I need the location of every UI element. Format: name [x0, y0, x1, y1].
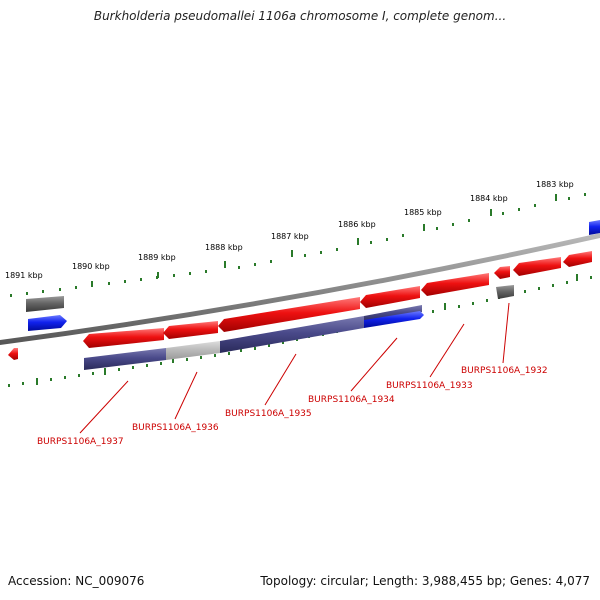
gene-label-1936: BURPS1106A_1936	[132, 423, 219, 433]
map-title: Burkholderia pseudomallei 1106a chromoso…	[93, 9, 507, 23]
reverse-strand-features	[84, 305, 424, 370]
gene-arrow[interactable]	[494, 266, 510, 279]
upper-scale-ticks	[10, 193, 586, 297]
gene-arrow[interactable]	[364, 311, 424, 328]
scale-label-1885: 1885 kbp	[404, 208, 442, 217]
gene-arrow[interactable]	[28, 315, 67, 331]
genome-backbone	[0, 233, 600, 345]
gene-arrow[interactable]	[360, 286, 420, 308]
gene-label-1934: BURPS1106A_1934	[308, 395, 395, 405]
forward-strand-features	[8, 220, 600, 360]
gene-arrow[interactable]	[589, 220, 600, 235]
gene-label-leaders	[79, 302, 510, 434]
gene-arrow[interactable]	[563, 251, 592, 267]
scale-label-1887: 1887 kbp	[271, 232, 309, 241]
topology-text: Topology: circular; Length: 3,988,455 bp…	[260, 574, 590, 588]
gene-label-1935: BURPS1106A_1935	[225, 409, 312, 419]
gene-arrow[interactable]	[513, 257, 561, 276]
gene-arrow[interactable]	[84, 348, 166, 370]
scale-label-1886: 1886 kbp	[338, 220, 376, 229]
scale-label-1884: 1884 kbp	[470, 194, 508, 203]
gene-arrow[interactable]	[421, 273, 489, 296]
gene-arrow[interactable]	[26, 296, 64, 312]
gene-label-1933: BURPS1106A_1933	[386, 381, 473, 391]
scale-label-1883: 1883 kbp	[536, 180, 574, 189]
gene-arrow[interactable]	[8, 348, 18, 360]
gene-label-1937: BURPS1106A_1937	[37, 437, 124, 447]
accession-text: Accession: NC_009076	[8, 574, 145, 588]
scale-label-1889: 1889 kbp	[138, 253, 176, 262]
gene-label-1932: BURPS1106A_1932	[461, 366, 548, 376]
scale-label-1890: 1890 kbp	[72, 262, 110, 271]
gene-arrow[interactable]	[220, 316, 364, 353]
gene-arrow[interactable]	[218, 297, 360, 332]
gene-arrow[interactable]	[163, 321, 218, 339]
gene-arrow[interactable]	[83, 328, 164, 348]
gene-arrow[interactable]	[496, 285, 514, 299]
scale-label-1888: 1888 kbp	[205, 243, 243, 252]
scale-label-1891: 1891 kbp	[5, 271, 43, 280]
gene-arrow[interactable]	[166, 341, 220, 360]
